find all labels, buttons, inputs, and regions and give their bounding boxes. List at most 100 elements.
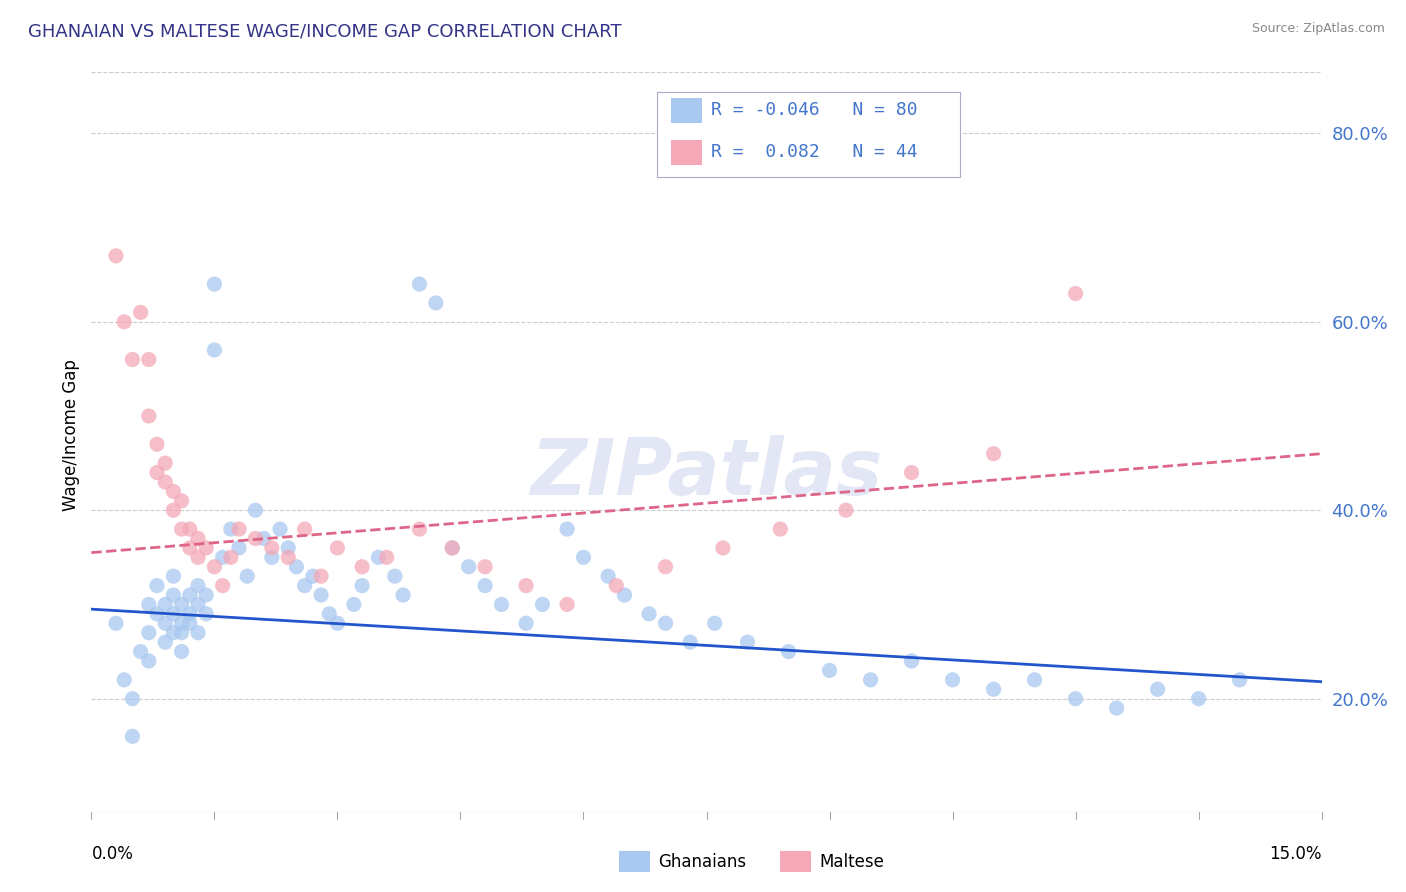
Point (112, 315, 135, 329)
Point (162, 484, 184, 499)
Point (392, 588, 415, 602)
Point (121, 691, 143, 706)
Point (375, 550, 398, 565)
Text: R =  0.082   N = 44: R = 0.082 N = 44 (711, 143, 917, 161)
Point (352, 559, 374, 574)
Point (228, 541, 250, 555)
Point (146, 437, 169, 451)
Point (138, 409, 160, 423)
Point (170, 644, 193, 658)
Text: Maltese: Maltese (820, 853, 884, 871)
Point (228, 522, 250, 536)
Point (1187, 691, 1209, 706)
Point (121, 730, 143, 744)
Point (318, 607, 340, 621)
Point (269, 522, 291, 536)
Point (187, 579, 209, 593)
Point (170, 598, 193, 612)
Point (818, 664, 841, 678)
Point (613, 588, 636, 602)
Point (654, 616, 676, 631)
Point (153, 635, 177, 649)
Point (983, 447, 1005, 461)
Point (219, 550, 242, 565)
Point (162, 625, 184, 640)
Text: ZIPatlas: ZIPatlas (530, 434, 883, 510)
Point (326, 541, 349, 555)
Point (1064, 691, 1087, 706)
Text: 15.0%: 15.0% (1270, 845, 1322, 863)
Point (1064, 286, 1087, 301)
Point (105, 616, 127, 631)
Point (195, 607, 218, 621)
Point (654, 559, 676, 574)
Point (942, 673, 965, 687)
Text: Source: ZipAtlas.com: Source: ZipAtlas.com (1251, 22, 1385, 36)
Point (408, 277, 430, 292)
Point (277, 550, 299, 565)
Text: 0.0%: 0.0% (91, 845, 134, 863)
Point (294, 522, 316, 536)
Point (170, 616, 193, 631)
Point (187, 625, 209, 640)
Point (162, 588, 184, 602)
Point (129, 644, 152, 658)
Point (179, 616, 201, 631)
Point (138, 598, 160, 612)
Point (605, 579, 627, 593)
Point (170, 522, 193, 536)
Point (245, 532, 267, 546)
Y-axis label: Wage/Income Gap: Wage/Income Gap (62, 359, 80, 511)
Point (441, 541, 464, 555)
Point (703, 616, 725, 631)
Point (679, 635, 702, 649)
Point (162, 569, 184, 583)
Point (531, 598, 554, 612)
Point (309, 588, 332, 602)
Point (491, 598, 513, 612)
Point (219, 522, 242, 536)
Point (138, 625, 160, 640)
Text: Ghanaians: Ghanaians (658, 853, 747, 871)
Point (146, 466, 169, 480)
Point (778, 644, 800, 658)
Point (179, 522, 201, 536)
Point (474, 559, 496, 574)
Point (352, 579, 374, 593)
Point (711, 541, 734, 555)
Point (253, 532, 276, 546)
Point (1105, 701, 1128, 715)
Point (187, 598, 209, 612)
Point (195, 541, 218, 555)
Point (367, 550, 389, 565)
Point (515, 579, 537, 593)
Point (146, 579, 169, 593)
Point (260, 550, 283, 565)
Point (138, 654, 160, 668)
Point (326, 616, 349, 631)
Point (572, 550, 595, 565)
Point (900, 654, 922, 668)
Point (457, 559, 479, 574)
Point (835, 503, 858, 517)
Point (294, 579, 316, 593)
Point (211, 579, 233, 593)
Point (277, 541, 299, 555)
Point (202, 277, 225, 292)
Point (983, 682, 1005, 697)
Point (900, 466, 922, 480)
Point (285, 559, 308, 574)
Point (179, 607, 201, 621)
Text: GHANAIAN VS MALTESE WAGE/INCOME GAP CORRELATION CHART: GHANAIAN VS MALTESE WAGE/INCOME GAP CORR… (28, 22, 621, 40)
Point (170, 493, 193, 508)
Point (179, 588, 201, 602)
Point (384, 569, 406, 583)
Point (153, 456, 177, 470)
Point (236, 569, 259, 583)
Point (408, 522, 430, 536)
Point (112, 673, 135, 687)
Point (1024, 673, 1046, 687)
Point (105, 249, 127, 263)
Point (153, 616, 177, 631)
Point (555, 522, 578, 536)
